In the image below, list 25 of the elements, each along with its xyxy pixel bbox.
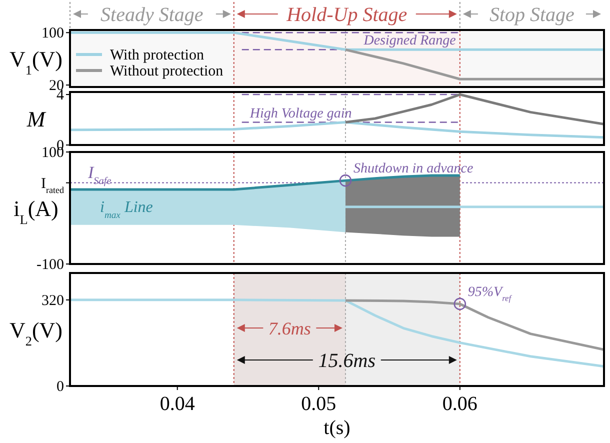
y-tick-label: 100 xyxy=(42,26,64,42)
y-axis-title: V$_{1}$(V) xyxy=(9,46,63,77)
legend-label: With protection xyxy=(110,48,204,64)
y-tick-label: -100 xyxy=(36,257,64,273)
y-axis-title: i$_{L}$(A) xyxy=(14,196,58,226)
annotation: Shutdown in advance xyxy=(353,162,474,177)
annotation: i$_{max}$ Line xyxy=(100,199,153,220)
y-tick-label: 0 xyxy=(56,379,64,395)
y-tick-label: 320 xyxy=(42,292,64,309)
band-label: Stop Stage xyxy=(489,4,575,26)
band-label: Steady Stage xyxy=(100,4,204,26)
ref-line-label: Designed Range xyxy=(362,34,456,49)
band-label: 15.6ms xyxy=(318,350,376,372)
ref-line-label: High Voltage gain xyxy=(248,106,352,122)
y-axis-title: V$_{2}$(V) xyxy=(9,318,63,348)
legend-label: Without protection xyxy=(110,64,224,80)
band-label: Hold-Up Stage xyxy=(286,4,408,26)
band-label: 7.6ms xyxy=(268,318,311,338)
x-tick-label: 0.06 xyxy=(442,393,478,415)
y-axis-title: M xyxy=(26,106,47,132)
x-tick-label: 0.05 xyxy=(301,393,336,415)
x-axis-title: t(s) xyxy=(324,417,350,439)
y-tick-label: I$_{rated}$ xyxy=(41,176,64,195)
annotation: 95%V$_{ref}$ xyxy=(468,284,513,302)
x-tick-label: 0.04 xyxy=(160,393,195,415)
